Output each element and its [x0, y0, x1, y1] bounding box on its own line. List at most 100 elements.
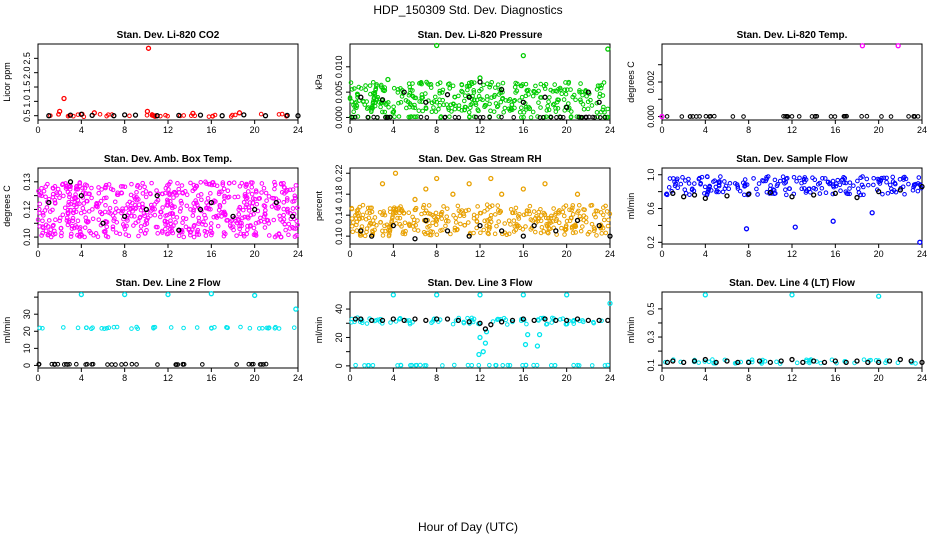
panel-7-point: [589, 363, 595, 368]
panel-4-point: [421, 202, 427, 208]
panel-5-point: [794, 178, 799, 184]
panel-4-point: [443, 218, 449, 224]
panel-2-point: [703, 113, 709, 119]
panel-7-point: [542, 316, 548, 322]
panel-5-point: [827, 180, 833, 186]
panel-3-point: [83, 215, 88, 220]
panel-4-point: [576, 203, 582, 208]
panel-1-point: [412, 105, 418, 111]
panel-3-point: [250, 196, 256, 201]
panel-3-point: [55, 186, 61, 192]
panel-1-point: [524, 88, 530, 93]
panel-7-point: [498, 316, 503, 322]
panel-2-point: [911, 114, 916, 119]
panel-7-point: [362, 363, 367, 368]
panel-1-point: [518, 83, 524, 89]
panel-7-point: [398, 363, 404, 368]
panel-1-point: [496, 114, 502, 119]
panel-5-point: [913, 181, 918, 187]
panel-4-point: [511, 218, 517, 223]
panel-3-point: [179, 201, 184, 206]
panel-6-point: [74, 361, 79, 367]
panel-3-point: [280, 219, 285, 224]
panel-1-xtick-label: 0: [347, 125, 352, 135]
panel-3-point: [171, 190, 177, 195]
panel-5-ytick-label: 0.6: [646, 202, 656, 215]
panel-4-point: [526, 208, 532, 214]
panel-1-point: [445, 82, 451, 87]
panel-1-point: [596, 99, 602, 105]
panel-4-xtick-label: 16: [518, 249, 528, 259]
panel-3-point: [240, 207, 246, 213]
panel-3-point: [234, 220, 240, 226]
panel-1-point: [523, 93, 529, 99]
panel-5-series-black: [670, 183, 925, 202]
panel-6-point: [49, 361, 55, 367]
panel-7-point: [549, 320, 555, 325]
panel-4-point: [487, 225, 493, 230]
panel-8-point: [774, 359, 779, 365]
panel-6-xtick-label: 20: [250, 373, 260, 383]
panel-3-point: [136, 233, 141, 239]
panel-4-point: [482, 218, 487, 224]
panel-8-point: [843, 359, 849, 366]
panel-1-point: [456, 93, 461, 99]
panel-6-series-black-base: [36, 361, 269, 367]
panel-3-point: [179, 183, 185, 188]
panel-7-point: [364, 321, 370, 326]
panel-3-point: [90, 216, 96, 222]
panel-3-xtick-label: 12: [163, 249, 173, 259]
panel-1-point: [459, 88, 464, 94]
panel-3-point: [290, 187, 296, 192]
panel-6-ytick-label: 20: [22, 326, 32, 336]
panel-4-point: [403, 228, 408, 234]
panel-4-point: [350, 220, 356, 225]
panel-1-point: [442, 114, 448, 120]
panel-5-point: [664, 191, 669, 197]
panel-5-point: [890, 174, 896, 180]
panel-8-point: [861, 357, 867, 362]
panel-7-point: [477, 292, 483, 298]
panel-3-point: [244, 231, 249, 237]
panel-5-point: [704, 174, 710, 179]
panel-4-point: [368, 221, 374, 227]
panel-4-point: [465, 220, 471, 225]
panel-3-point: [234, 233, 239, 238]
panel-1-point: [466, 109, 472, 115]
panel-6-point: [260, 325, 265, 331]
panel-7-point: [366, 363, 372, 368]
panel-5-point: [692, 181, 697, 186]
panel-1-point: [601, 80, 607, 85]
panel-0-point: [122, 112, 128, 118]
panel-6-point: [75, 325, 81, 331]
panel-7-point: [476, 351, 482, 358]
panel-3-point: [122, 184, 128, 190]
panel-7-point: [520, 292, 526, 298]
panel-4-point: [452, 227, 458, 233]
panel-3-point: [137, 185, 143, 190]
panel-1-point: [585, 89, 591, 95]
panel-3-point: [283, 189, 289, 194]
panel-4-point: [521, 212, 527, 218]
panel-3-point: [286, 221, 292, 227]
panel-3-point: [206, 182, 212, 187]
panel-1-point: [553, 109, 559, 114]
panel-5-point: [799, 186, 805, 192]
panel-8-point: [777, 361, 783, 366]
panel-6-point: [129, 361, 135, 367]
panel-8-xtick-label: 16: [830, 373, 840, 383]
panel-1-point: [468, 105, 473, 110]
panel-3-point: [143, 189, 149, 194]
panel-4-point: [390, 214, 395, 219]
panel-1-point: [530, 109, 536, 115]
panel-0-point: [206, 114, 212, 119]
panel-3-point: [244, 196, 249, 202]
panel-4-point: [415, 218, 420, 223]
panel-1-point: [518, 115, 524, 120]
panel-6-point: [64, 361, 69, 367]
panel-5-point: [735, 184, 741, 189]
panel-4-point: [513, 205, 519, 211]
panel-1-point: [391, 104, 396, 110]
panel-5-point: [699, 174, 705, 180]
